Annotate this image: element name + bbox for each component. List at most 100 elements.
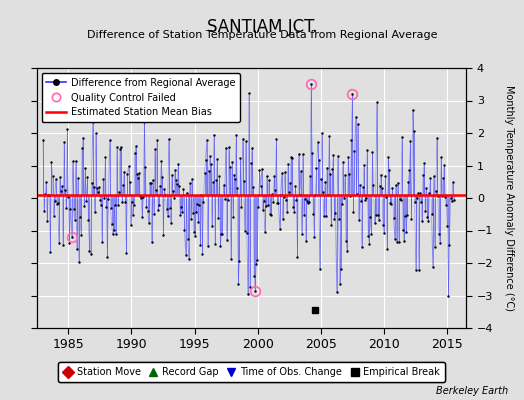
Point — [135, 170, 143, 177]
Point — [148, 239, 156, 246]
Point — [376, 182, 384, 189]
Point — [434, 193, 442, 199]
Point — [108, 231, 117, 237]
Point — [273, 199, 281, 206]
Point — [56, 174, 64, 180]
Point — [128, 212, 137, 218]
Point — [302, 238, 310, 244]
Point — [345, 171, 353, 177]
Point — [231, 176, 239, 183]
Point — [214, 215, 223, 221]
Point — [358, 244, 366, 250]
Point — [361, 197, 369, 204]
Point — [103, 254, 112, 260]
Point — [223, 237, 231, 243]
Point — [192, 209, 200, 215]
Point — [274, 200, 282, 206]
Point — [334, 216, 343, 223]
Point — [373, 99, 381, 106]
Point — [319, 189, 327, 195]
Point — [100, 195, 108, 202]
Point — [124, 163, 133, 170]
Point — [52, 201, 61, 207]
Point — [275, 226, 283, 232]
Point — [50, 198, 59, 204]
Point — [125, 179, 134, 185]
Point — [61, 187, 69, 194]
Point — [418, 218, 426, 224]
Point — [111, 202, 119, 208]
Point — [206, 160, 215, 167]
Point — [367, 231, 376, 238]
Point — [89, 119, 97, 126]
Point — [151, 146, 159, 152]
Point — [406, 138, 414, 145]
Point — [282, 196, 290, 203]
Point — [382, 194, 390, 200]
Point — [252, 261, 260, 268]
Point — [130, 150, 139, 156]
Point — [196, 242, 204, 248]
Point — [96, 196, 104, 203]
Point — [278, 216, 287, 223]
Point — [362, 194, 370, 201]
Point — [305, 199, 313, 206]
Point — [342, 238, 350, 244]
Point — [297, 168, 305, 175]
Point — [176, 212, 184, 219]
Point — [378, 185, 386, 191]
Point — [182, 189, 191, 196]
Point — [228, 158, 236, 165]
Point — [307, 81, 315, 88]
Point — [315, 266, 324, 272]
Point — [263, 173, 271, 179]
Point — [73, 246, 81, 252]
Legend: Difference from Regional Average, Quality Control Failed, Estimated Station Mean: Difference from Regional Average, Qualit… — [41, 73, 240, 122]
Point — [412, 195, 421, 201]
Point — [398, 134, 406, 141]
Point — [312, 165, 321, 171]
Point — [107, 221, 116, 228]
Point — [48, 173, 57, 179]
Point — [350, 148, 358, 154]
Point — [276, 192, 285, 198]
Point — [438, 193, 446, 199]
Point — [381, 173, 389, 179]
Point — [322, 213, 330, 219]
Point — [168, 172, 176, 178]
Point — [400, 238, 408, 244]
Point — [359, 184, 367, 190]
Point — [191, 233, 199, 239]
Point — [78, 145, 86, 151]
Point — [258, 207, 267, 213]
Point — [134, 174, 142, 181]
Point — [364, 233, 373, 239]
Point — [94, 189, 102, 195]
Point — [370, 220, 379, 227]
Point — [339, 159, 347, 166]
Point — [171, 167, 179, 173]
Point — [166, 205, 174, 211]
Point — [224, 197, 232, 204]
Point — [154, 207, 162, 214]
Point — [121, 198, 129, 205]
Point — [405, 167, 413, 174]
Point — [432, 188, 440, 195]
Point — [150, 211, 158, 217]
Point — [146, 180, 154, 186]
Point — [293, 254, 302, 260]
Point — [445, 242, 454, 248]
Point — [267, 212, 275, 218]
Point — [60, 138, 68, 145]
Point — [254, 204, 263, 210]
Point — [210, 132, 218, 138]
Point — [97, 202, 105, 209]
Point — [189, 210, 197, 216]
Point — [396, 196, 404, 202]
Point — [385, 167, 394, 174]
Point — [325, 132, 333, 139]
Point — [335, 281, 344, 288]
Point — [417, 199, 425, 205]
Point — [91, 209, 99, 216]
Point — [337, 201, 346, 207]
